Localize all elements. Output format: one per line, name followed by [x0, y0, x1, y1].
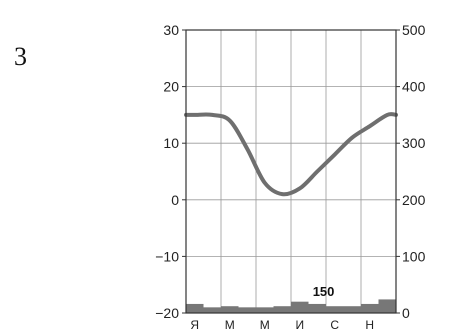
right-tick-label: 500: [402, 22, 426, 38]
month-label: Я: [190, 318, 199, 331]
month-label: М: [260, 318, 270, 331]
month-label: М: [225, 318, 235, 331]
precipitation-bar-12: [378, 299, 396, 313]
right-tick-label: 400: [402, 79, 426, 95]
precipitation-bar-11: [361, 303, 379, 313]
figure-number: 3: [14, 42, 27, 71]
right-tick-label: 100: [402, 248, 426, 264]
left-tick-label: 0: [171, 192, 179, 208]
right-tick-label: 0: [402, 305, 410, 321]
left-tick-label: 30: [163, 22, 179, 38]
precipitation-bar-10: [343, 306, 361, 313]
month-label: И: [295, 318, 304, 331]
chart-grid: [186, 29, 396, 314]
temperature-line: [184, 112, 398, 197]
plot-frame: [185, 29, 397, 314]
precipitation-bar-4: [238, 307, 256, 313]
precipitation-bars: [186, 299, 396, 313]
left-tick-label: 10: [163, 135, 179, 151]
right-tick-label: 200: [402, 192, 426, 208]
precipitation-bar-8: [308, 303, 326, 313]
right-axis-ticks: 500 400 300 200 100 0: [396, 22, 426, 321]
precipitation-bar-5: [256, 307, 274, 313]
precipitation-bar-3: [221, 306, 239, 313]
month-label: Н: [365, 318, 374, 331]
left-axis-ticks: 30 20 10 0 −10 −20: [155, 22, 186, 321]
right-tick-label: 300: [402, 135, 426, 151]
left-tick-label: −20: [155, 305, 179, 321]
precipitation-bar-9: [326, 306, 344, 313]
precipitation-bar-6: [273, 306, 291, 313]
left-tick-label: −10: [155, 248, 179, 264]
precipitation-bar-7: [291, 301, 309, 313]
precipitation-bar-1: [186, 303, 204, 313]
month-label: С: [330, 318, 339, 331]
precipitation-total-label: 150: [313, 284, 335, 299]
precipitation-bar-2: [203, 307, 221, 313]
left-tick-label: 20: [163, 79, 179, 95]
